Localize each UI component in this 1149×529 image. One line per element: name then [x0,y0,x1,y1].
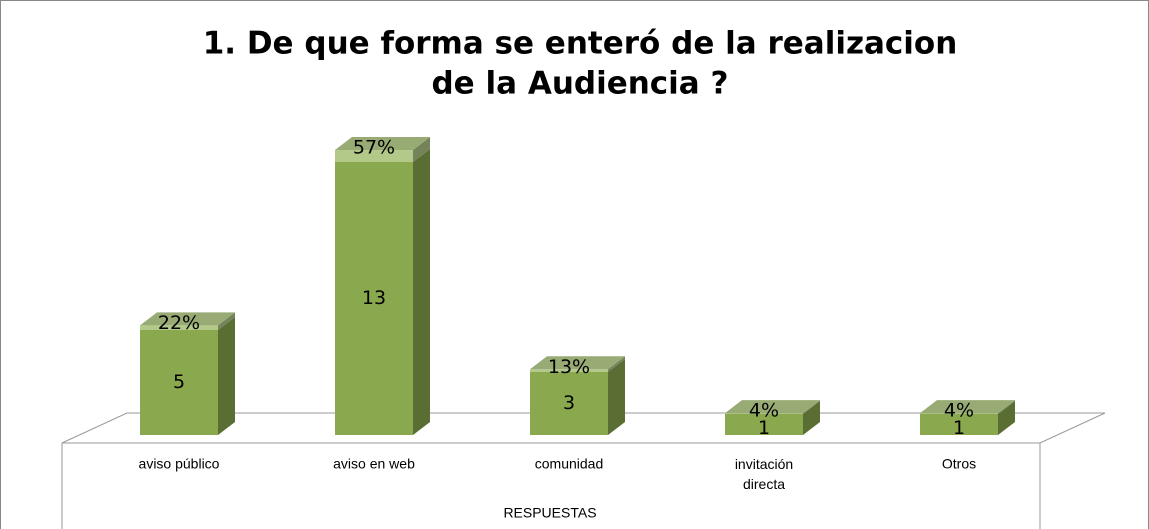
bar-side [413,149,430,435]
bar [725,413,803,414]
data-label: 3 [563,392,575,414]
bar [920,414,998,435]
chart-title: 1. De que forma se enteró de la realizac… [203,26,958,62]
bar [335,150,413,162]
bar-side [608,359,625,435]
bar [335,162,413,435]
data-label: 13 [362,287,386,309]
data-label: 4% [749,400,779,422]
bar-top [335,137,430,151]
bar-side [218,317,235,435]
data-label: 13% [548,356,590,378]
data-label: 22% [158,312,200,334]
bar [530,372,608,435]
x-tick-label: comunidad [535,456,604,472]
x-tick-label: Otros [942,456,976,472]
bar-top [920,400,1015,414]
data-label: 4% [944,400,974,422]
chart-title: de la Audiencia ? [431,66,728,102]
bar-top [530,356,625,370]
x-axis-label: RESPUESTAS [503,505,596,521]
x-tick-label: aviso en web [333,456,415,472]
bar-side [413,137,430,162]
data-label: 1 [758,417,770,439]
bar-side [998,401,1015,435]
x-tick-label: invitación directa [735,456,793,492]
bar [725,414,803,435]
bar-side [998,400,1015,414]
data-label: 57% [353,137,395,159]
bar-side [803,401,820,435]
bar [530,369,608,372]
data-label: 1 [953,417,965,439]
bar-side [608,356,625,372]
bar-side [803,400,820,414]
bar [140,330,218,435]
bar-side [218,312,235,330]
bar [920,413,998,414]
bar-top [725,400,820,414]
bar [140,325,218,330]
bar-top [140,312,235,326]
data-label: 5 [173,371,185,393]
x-tick-label: aviso público [139,456,220,472]
